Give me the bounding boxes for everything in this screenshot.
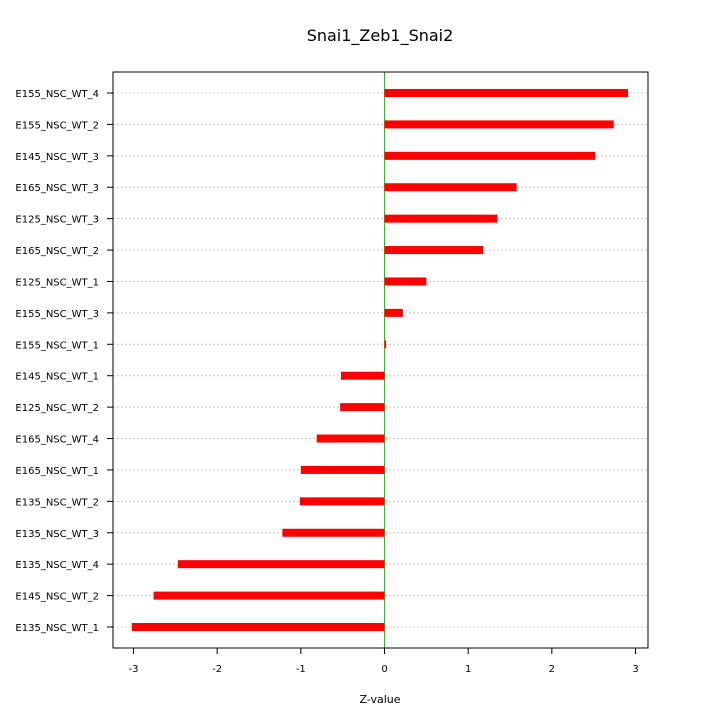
y-tick-label: E165_NSC_WT_1 (15, 466, 99, 477)
y-tick-label: E145_NSC_WT_3 (15, 152, 99, 163)
bar (384, 214, 498, 223)
bar (384, 308, 403, 317)
bar (384, 246, 484, 255)
y-tick-label: E165_NSC_WT_4 (15, 435, 99, 446)
y-tick-label: E135_NSC_WT_4 (15, 560, 99, 571)
y-axis: E155_NSC_WT_4 E155_NSC_WT_2 E145_NSC_WT_3 E… (15, 89, 113, 634)
y-tick-label: E145_NSC_WT_1 (15, 372, 99, 383)
y-tick-label: E165_NSC_WT_2 (15, 246, 99, 257)
plot-area (112, 71, 649, 649)
x-tick-label: -1 (296, 664, 306, 675)
bar (384, 89, 628, 97)
y-tick-label: E135_NSC_WT_2 (15, 497, 99, 508)
x-axis: -3 -2 -1 0 1 2 3 (129, 648, 639, 675)
bar (340, 371, 385, 380)
bars (131, 89, 628, 631)
bar (384, 277, 427, 286)
bar (384, 183, 517, 192)
bar (153, 591, 385, 600)
bar (340, 403, 385, 412)
y-tick-label: E135_NSC_WT_1 (15, 623, 99, 634)
grid-lines (113, 92, 648, 628)
y-tick-label: E125_NSC_WT_2 (15, 403, 99, 414)
chart-title: Snai1_Zeb1_Snai2 (307, 26, 454, 46)
y-tick-label: E165_NSC_WT_3 (15, 183, 99, 194)
x-tick-label: -3 (129, 664, 139, 675)
bar (299, 497, 385, 506)
y-tick-label: E155_NSC_WT_3 (15, 309, 99, 320)
bar (300, 465, 385, 474)
y-tick-label: E135_NSC_WT_3 (15, 529, 99, 540)
y-tick-label: E155_NSC_WT_2 (15, 120, 99, 131)
x-axis-label: Z-value (359, 693, 400, 706)
x-tick-label: -2 (212, 664, 222, 675)
y-tick-label: E125_NSC_WT_1 (15, 277, 99, 288)
x-tick-label: 2 (549, 664, 555, 675)
bar (384, 120, 614, 129)
y-tick-label: E155_NSC_WT_4 (15, 89, 99, 100)
y-tick-label: E125_NSC_WT_3 (15, 215, 99, 226)
bar (316, 434, 385, 443)
x-tick-label: 3 (632, 664, 638, 675)
bar (384, 340, 387, 349)
x-tick-label: 0 (381, 664, 387, 675)
bar (384, 151, 596, 160)
y-tick-label: E145_NSC_WT_2 (15, 592, 99, 603)
bar (282, 528, 385, 537)
bar (131, 623, 385, 631)
x-tick-label: 1 (465, 664, 471, 675)
y-tick-label: E155_NSC_WT_1 (15, 340, 99, 351)
bar (177, 560, 385, 569)
